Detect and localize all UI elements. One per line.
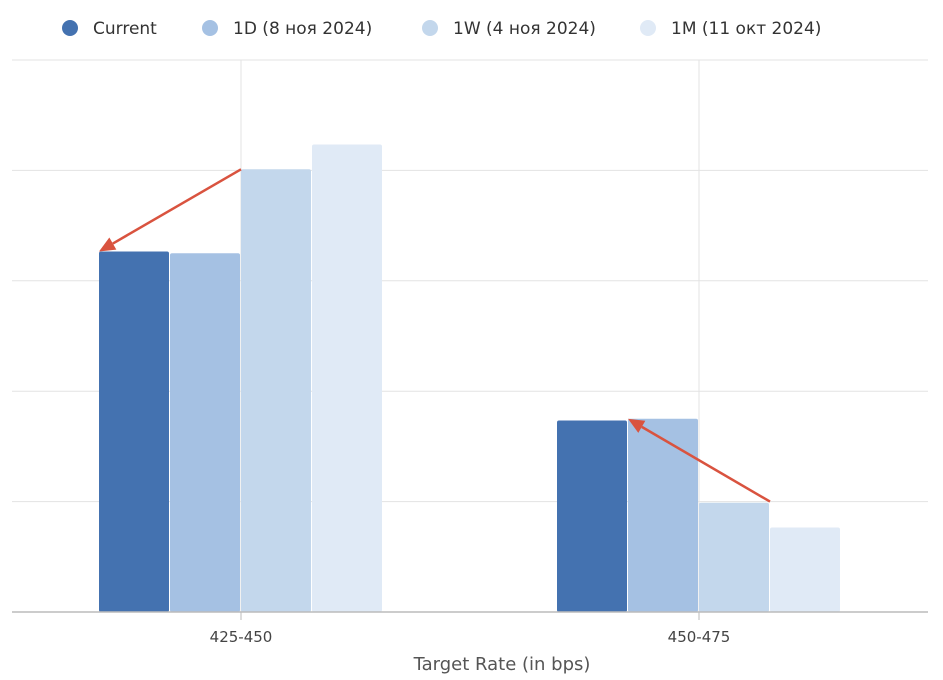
bar-2-3[interactable] (699, 502, 769, 612)
arrow-head (99, 237, 117, 252)
legend-swatch (202, 20, 218, 36)
legend-label: 1D (8 ноя 2024) (233, 19, 372, 39)
bar-2-4[interactable] (770, 527, 840, 612)
legend-label: 1M (11 окт 2024) (671, 19, 821, 39)
x-axis-title: Target Rate (in bps) (413, 654, 591, 675)
legend-swatch (62, 20, 78, 36)
x-axis: 425-450 450-475 (12, 611, 928, 646)
x-tick-label: 450-475 (668, 628, 731, 646)
bars (99, 144, 840, 612)
annotation-arrow (99, 168, 242, 252)
legend-item[interactable]: 1M (11 окт 2024) (640, 19, 821, 39)
bar-2-2[interactable] (628, 418, 698, 612)
bar-1-2[interactable] (170, 253, 240, 612)
bar-1-1[interactable] (99, 251, 169, 612)
legend-item[interactable]: Current (62, 19, 157, 39)
annotation-arrow (628, 418, 771, 503)
x-tick-label: 425-450 (210, 628, 273, 646)
legend: Current 1D (8 ноя 2024) 1W (4 ноя 2024) 1M … (62, 19, 821, 39)
legend-label: Current (93, 19, 157, 39)
legend-swatch (422, 20, 438, 36)
annotations (99, 168, 771, 503)
legend-swatch (640, 20, 656, 36)
legend-label: 1W (4 ноя 2024) (453, 19, 596, 39)
arrow-head (628, 418, 646, 433)
legend-item[interactable]: 1D (8 ноя 2024) (202, 19, 372, 39)
legend-item[interactable]: 1W (4 ноя 2024) (422, 19, 596, 39)
arrow-shaft (112, 168, 242, 245)
arrow-shaft (641, 425, 771, 503)
bar-2-1[interactable] (557, 420, 627, 612)
bar-1-4[interactable] (312, 144, 382, 612)
bar-1-3[interactable] (241, 169, 311, 612)
